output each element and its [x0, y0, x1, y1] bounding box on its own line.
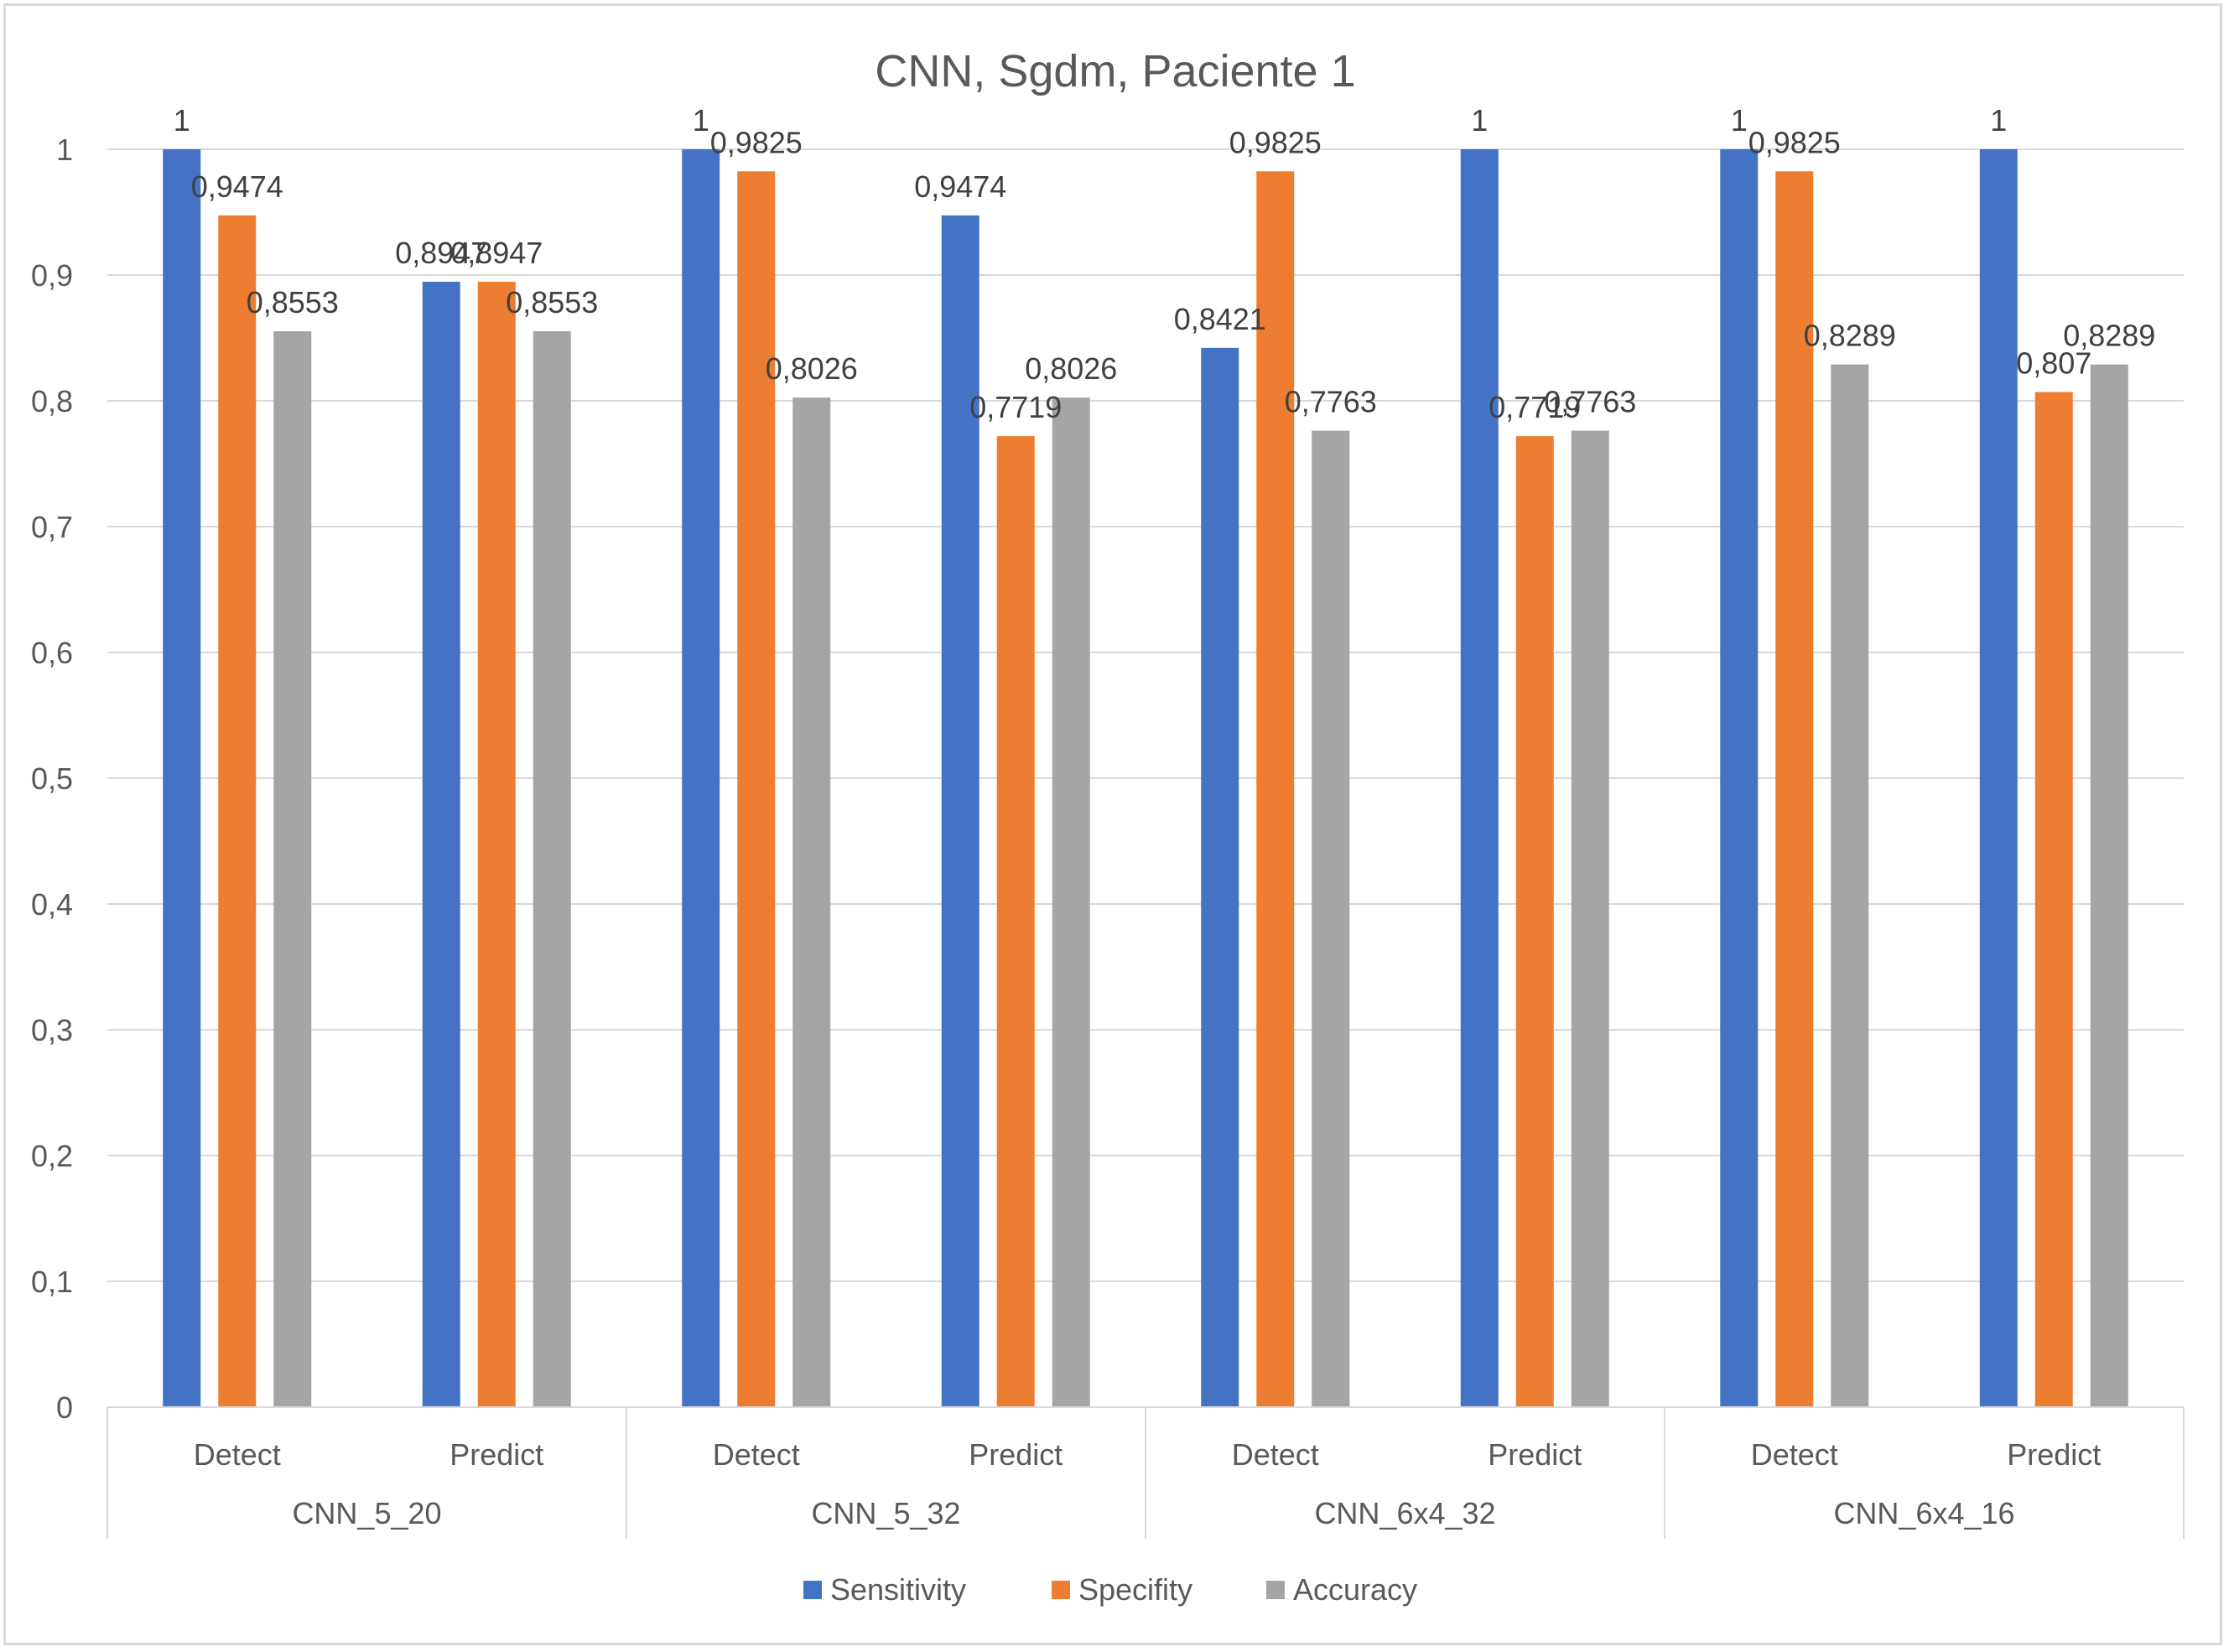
legend-label-sensitivity: Sensitivity — [830, 1572, 966, 1607]
y-tick-label: 0,1 — [31, 1265, 73, 1299]
data-label: 0,9474 — [191, 169, 283, 204]
y-tick-label: 0,6 — [31, 636, 73, 670]
legend-swatch-specifity — [1052, 1581, 1070, 1599]
data-label: 0,7719 — [969, 390, 1062, 424]
legend-swatch-sensitivity — [803, 1581, 822, 1599]
bar-sensitivity — [1201, 347, 1239, 1408]
data-label: 0,7763 — [1544, 385, 1636, 419]
data-label: 0,9474 — [914, 169, 1006, 204]
x-tick-label: Detect — [713, 1437, 800, 1472]
x-group-label: CNN_6x4_32 — [1314, 1496, 1495, 1530]
y-tick-label: 1 — [56, 132, 73, 167]
x-tick-label: Predict — [1488, 1437, 1582, 1472]
x-axis: Detect Predict Detect Predict Detect Predict D… — [107, 1406, 2185, 1539]
data-labels: 10,94740,85530,89470,89470,855310,98250,… — [174, 103, 2156, 424]
x-tick-label: Detect — [194, 1437, 281, 1472]
data-label: 0,8553 — [506, 285, 598, 319]
data-label: 1 — [174, 103, 190, 138]
bar-specifity — [1256, 171, 1295, 1407]
y-tick-label: 0,8 — [31, 384, 73, 418]
y-tick-label: 0,3 — [31, 1013, 73, 1047]
legend-label-accuracy: Accuracy — [1293, 1572, 1417, 1607]
data-label: 0,807 — [2016, 346, 2091, 381]
data-label: 0,9825 — [710, 125, 803, 159]
legend-label-specifity: Specifity — [1078, 1572, 1192, 1607]
bar-accuracy — [1571, 430, 1609, 1407]
bar-sensitivity — [1979, 149, 2018, 1407]
y-axis-ticks: 0 0,1 0,2 0,3 0,4 0,5 0,6 0,7 0,8 0,9 1 — [31, 132, 73, 1425]
bar-specifity — [1515, 436, 1554, 1407]
bar-specifity — [477, 281, 516, 1408]
data-label: 0,8026 — [1025, 351, 1117, 386]
data-label: 0,8947 — [450, 236, 543, 270]
bar-sensitivity — [1460, 149, 1499, 1407]
x-group-label: CNN_6x4_16 — [1833, 1496, 2014, 1530]
bar-accuracy — [273, 331, 312, 1407]
data-label: 0,7763 — [1285, 385, 1377, 419]
x-tick-label: Predict — [969, 1437, 1063, 1472]
bar-sensitivity — [941, 215, 979, 1407]
bar-sensitivity — [1720, 149, 1759, 1407]
bar-specifity — [2034, 392, 2073, 1407]
y-tick-label: 0,9 — [31, 258, 73, 293]
bar-accuracy — [2090, 364, 2128, 1407]
data-label: 0,7719 — [1489, 390, 1581, 424]
data-label: 1 — [693, 103, 709, 138]
y-tick-label: 0,4 — [31, 887, 73, 922]
bars — [163, 149, 2128, 1408]
data-label: 0,8289 — [2063, 319, 2155, 353]
bar-accuracy — [1312, 430, 1350, 1407]
data-label: 0,8026 — [766, 351, 858, 386]
y-tick-label: 0,7 — [31, 510, 73, 544]
chart-frame: CNN, Sgdm, Paciente 1 0 0,1 0,2 0,3 0,4 0,5 0,… — [3, 3, 2222, 1645]
data-label: 0,8553 — [247, 285, 339, 319]
bar-sensitivity — [682, 149, 720, 1407]
data-label: 0,8947 — [395, 236, 487, 270]
data-label: 1 — [1731, 103, 1748, 138]
bar-chart: CNN, Sgdm, Paciente 1 0 0,1 0,2 0,3 0,4 0,5 0,… — [31, 46, 2185, 1607]
data-label: 0,8289 — [1804, 319, 1896, 353]
legend-swatch-accuracy — [1266, 1581, 1285, 1599]
data-label: 0,8421 — [1174, 302, 1266, 336]
data-label: 0,9825 — [1229, 125, 1322, 159]
data-label: 1 — [1990, 103, 2007, 138]
data-label: 1 — [1471, 103, 1488, 138]
bar-specifity — [996, 436, 1035, 1407]
y-tick-label: 0 — [56, 1390, 73, 1425]
x-tick-label: Predict — [449, 1437, 543, 1472]
x-tick-label: Detect — [1751, 1437, 1838, 1472]
x-tick-label: Detect — [1232, 1437, 1319, 1472]
bar-sensitivity — [163, 149, 201, 1407]
chart-title: CNN, Sgdm, Paciente 1 — [875, 46, 1355, 96]
bar-specifity — [218, 215, 257, 1407]
bar-specifity — [1775, 171, 1814, 1407]
bar-specifity — [737, 171, 776, 1407]
bar-accuracy — [1052, 397, 1090, 1408]
y-tick-label: 0,5 — [31, 761, 73, 796]
x-tick-label: Predict — [2007, 1437, 2101, 1472]
bar-accuracy — [533, 331, 571, 1407]
legend: Sensitivity Specifity Accuracy — [803, 1572, 1417, 1607]
x-group-label: CNN_5_20 — [292, 1496, 441, 1530]
data-label: 0,9825 — [1748, 125, 1841, 159]
bar-accuracy — [792, 397, 831, 1408]
bar-accuracy — [1831, 364, 1869, 1407]
y-tick-label: 0,2 — [31, 1139, 73, 1173]
x-group-label: CNN_5_32 — [811, 1496, 960, 1530]
bar-sensitivity — [422, 281, 460, 1408]
